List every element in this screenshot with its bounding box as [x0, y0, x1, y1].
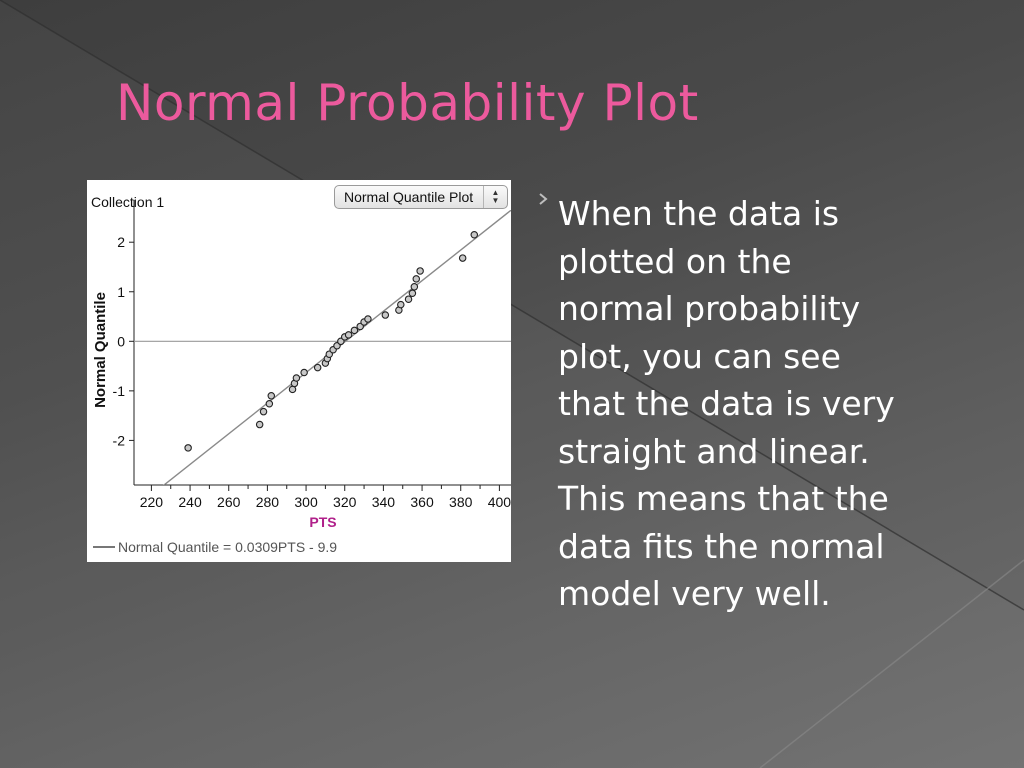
- data-point: [259, 407, 268, 416]
- data-point: [184, 444, 192, 452]
- data-point: [364, 315, 372, 323]
- data-point: [458, 254, 467, 262]
- bullet-arrow-icon: [539, 193, 548, 205]
- x-tick-label: 400: [488, 494, 511, 510]
- x-tick-label: 240: [178, 494, 202, 510]
- x-tick-label: 260: [217, 494, 241, 510]
- plot-type-dropdown[interactable]: Normal Quantile Plot ▲ ▼: [334, 185, 508, 209]
- data-point: [412, 275, 421, 283]
- y-tick-label: 1: [117, 284, 125, 300]
- x-tick-label: 320: [333, 494, 357, 510]
- data-point: [397, 300, 405, 309]
- x-tick-label: 360: [410, 494, 434, 510]
- fit-equation-legend: Normal Quantile = 0.0309PTS - 9.9: [118, 539, 337, 555]
- y-tick-label: 2: [117, 234, 125, 250]
- data-point: [416, 267, 424, 275]
- data-point: [313, 363, 322, 372]
- x-tick-label: 220: [140, 494, 164, 510]
- data-point: [292, 374, 301, 382]
- y-tick-label: 0: [117, 333, 125, 349]
- data-point: [300, 368, 308, 377]
- y-axis-label: Normal Quantile: [92, 292, 109, 408]
- x-tick-label: 300: [294, 494, 318, 510]
- x-tick-label: 280: [256, 494, 280, 510]
- slide-title: Normal Probability Plot: [116, 74, 699, 132]
- data-point: [350, 326, 359, 335]
- x-tick-label: 380: [449, 494, 473, 510]
- data-point: [408, 289, 417, 297]
- data-point: [410, 283, 419, 291]
- data-point: [265, 399, 274, 408]
- body-paragraph: When the data is plotted on the normal p…: [558, 194, 895, 613]
- y-tick-label: -1: [113, 383, 126, 399]
- fit-line: [162, 210, 511, 485]
- data-point: [381, 311, 390, 319]
- normal-quantile-plot-figure: Collection 1 -2 -1 0 1 2 220 240 260 280 300 320 34…: [87, 180, 511, 562]
- data-point: [255, 420, 264, 429]
- x-tick-label: 340: [372, 494, 396, 510]
- background-diagonal-line: [0, 0, 1024, 611]
- data-point: [344, 331, 353, 339]
- data-point: [470, 231, 479, 239]
- collection-title: Collection 1: [91, 194, 164, 210]
- data-point: [404, 295, 413, 303]
- up-down-arrows-icon: ▲ ▼: [483, 186, 507, 208]
- x-axis-label: PTS: [309, 514, 336, 530]
- background-corner-line: [759, 559, 1024, 768]
- y-tick-label: -2: [113, 432, 126, 448]
- normal-quantile-chart: Collection 1 -2 -1 0 1 2 220 240 260 280 300 320 34…: [91, 194, 511, 555]
- data-point: [267, 392, 276, 400]
- plot-type-selected: Normal Quantile Plot: [344, 189, 474, 205]
